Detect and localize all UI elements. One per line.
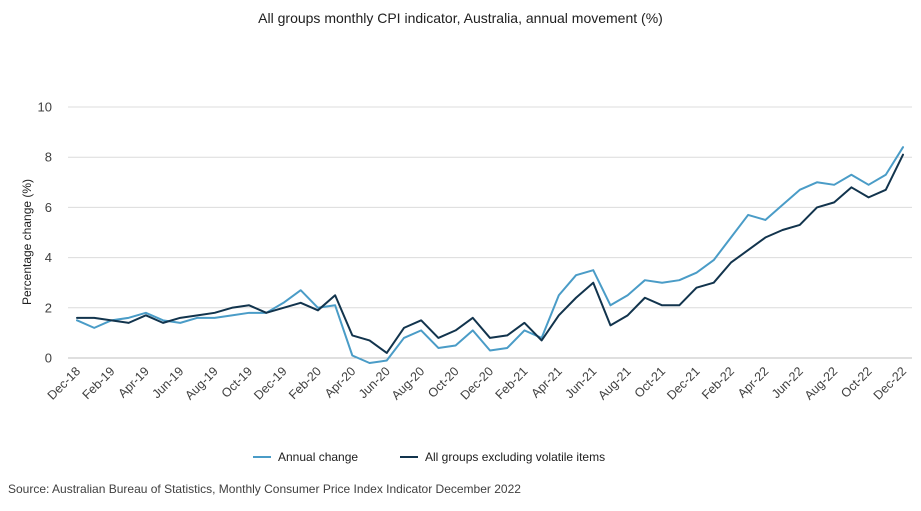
x-tick-label: Apr-20 — [322, 364, 358, 400]
x-tick-label: Oct-22 — [838, 364, 874, 400]
x-tick-label: Feb-21 — [493, 364, 531, 402]
y-tick-label: 8 — [45, 150, 52, 165]
legend: Annual change All groups excluding volat… — [253, 450, 605, 464]
y-tick-label: 2 — [45, 300, 52, 315]
x-tick-label: Dec-22 — [871, 364, 909, 402]
y-tick-label: 4 — [45, 250, 52, 265]
x-tick-label: Jun-22 — [769, 364, 806, 401]
chart-title: All groups monthly CPI indicator, Austra… — [258, 10, 663, 26]
x-tick-label: Apr-22 — [735, 364, 771, 400]
x-tick-label: Oct-21 — [632, 364, 668, 400]
x-tick-label: Oct-20 — [425, 364, 461, 400]
x-tick-label: Jun-20 — [356, 364, 393, 401]
x-tick-label: Aug-21 — [595, 364, 633, 402]
x-tick-label: Apr-21 — [529, 364, 565, 400]
legend-label-excluding-volatile: All groups excluding volatile items — [425, 450, 605, 464]
series-line-annual-change — [76, 146, 904, 365]
y-axis-label: Percentage change (%) — [20, 179, 34, 305]
x-tick-label: Apr-19 — [116, 364, 152, 400]
x-tick-label: Oct-19 — [219, 364, 255, 400]
y-tick-label: 0 — [45, 351, 52, 366]
y-tick-label: 10 — [38, 100, 52, 115]
x-tick-label: Aug-20 — [389, 364, 427, 402]
x-tick-label: Dec-21 — [664, 364, 702, 402]
x-tick-label: Aug-22 — [802, 364, 840, 402]
x-tick-label: Feb-20 — [286, 364, 324, 402]
x-tick-label: Dec-18 — [45, 364, 83, 402]
x-tick-label: Dec-19 — [251, 364, 289, 402]
x-tick-label: Feb-22 — [699, 364, 737, 402]
x-tick-label: Feb-19 — [80, 364, 118, 402]
x-tick-label: Jun-19 — [149, 364, 186, 401]
x-tick-label: Dec-20 — [458, 364, 496, 402]
x-axis-ticks: Dec-18Feb-19Apr-19Jun-19Aug-19Oct-19Dec-… — [45, 364, 909, 402]
legend-label-annual-change: Annual change — [278, 450, 358, 464]
series-line-excluding-volatile — [76, 153, 904, 354]
gridlines — [68, 106, 912, 359]
y-tick-label: 6 — [45, 200, 52, 215]
y-axis-ticks: 0 2 4 6 8 10 — [38, 100, 52, 366]
source-note: Source: Australian Bureau of Statistics,… — [8, 482, 521, 496]
x-tick-label: Aug-19 — [182, 364, 220, 402]
series-lines — [76, 146, 904, 365]
x-tick-label: Jun-21 — [562, 364, 599, 401]
